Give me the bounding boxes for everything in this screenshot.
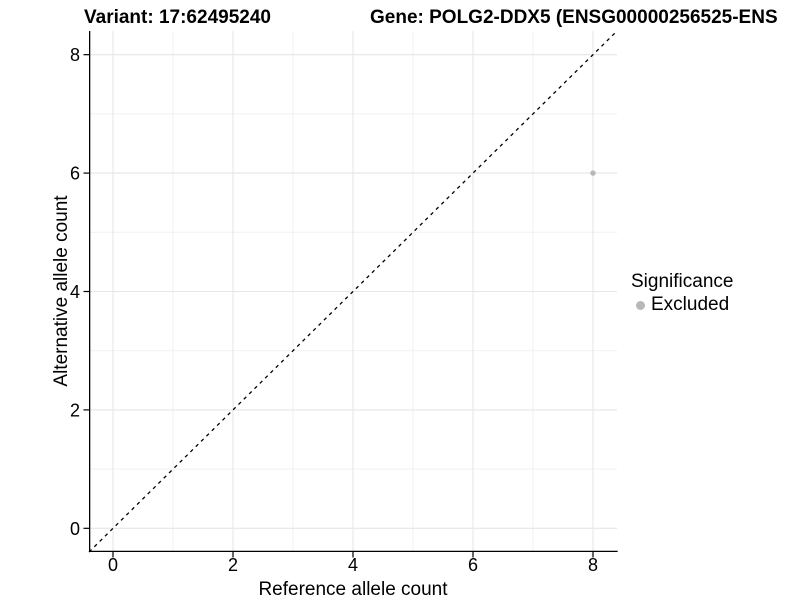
y-tick-label: 8 (70, 45, 80, 65)
legend: Significance Excluded (631, 271, 733, 316)
legend-title: Significance (631, 271, 734, 292)
x-tick-label: 2 (228, 555, 238, 575)
variant-title: Variant: 17:62495240 (84, 7, 271, 28)
x-tick-label: 4 (348, 555, 358, 575)
x-tick-label: 0 (108, 555, 118, 575)
legend-item-excluded: Excluded (631, 294, 733, 316)
y-tick-label: 0 (70, 519, 80, 539)
y-tick-label: 2 (70, 400, 80, 420)
identity-reference-line (88, 30, 618, 553)
y-tick-label: 4 (70, 282, 80, 302)
y-tick-label: 6 (70, 164, 80, 184)
x-tick-label: 8 (588, 555, 598, 575)
x-axis-title: Reference allele count (258, 579, 448, 600)
plot-panel: 0 2 4 6 8 0 2 4 6 8 (70, 30, 618, 575)
gene-title: Gene: POLG2-DDX5 (ENSG00000256525-ENS (370, 7, 778, 28)
x-tick-label: 6 (468, 555, 478, 575)
data-point (590, 170, 596, 176)
legend-key-dot (636, 300, 645, 310)
legend-item-label: Excluded (651, 294, 730, 315)
